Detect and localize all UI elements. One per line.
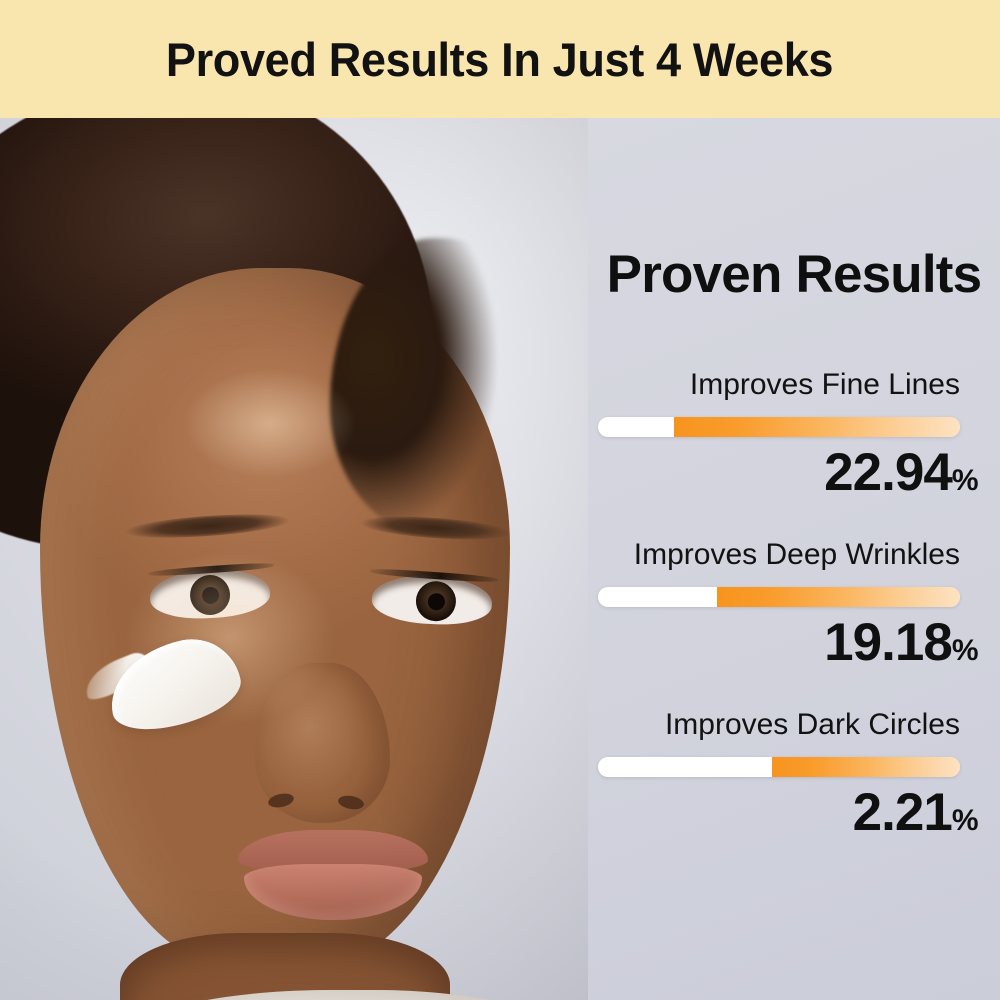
neck-shape xyxy=(120,933,450,1000)
iris-right xyxy=(414,580,457,623)
lips xyxy=(238,830,428,922)
banner-title: Proved Results In Just 4 Weeks xyxy=(166,32,834,86)
shirt-shape xyxy=(60,990,588,1000)
percent-symbol: % xyxy=(951,804,979,837)
hair-edge-shape xyxy=(330,238,540,538)
stat-label: Improves Dark Circles xyxy=(664,708,960,741)
stat-value-number: 2.21 xyxy=(852,783,953,842)
stat-label: Improves Deep Wrinkles xyxy=(633,538,960,571)
stat-item: Improves Dark Circles 2.21% xyxy=(588,708,1000,878)
stat-value-highlight: 2.21% xyxy=(848,783,983,842)
percent-symbol: % xyxy=(951,464,979,497)
stat-item: Improves Deep Wrinkles 19.18% xyxy=(588,538,1000,708)
pupil-right xyxy=(427,592,446,611)
stat-value-highlight: 22.94% xyxy=(820,443,982,502)
forehead-highlight xyxy=(150,348,390,498)
panel-title: Proven Results xyxy=(606,245,982,304)
lower-lip xyxy=(244,864,422,920)
progress-bar-fill xyxy=(771,757,960,777)
progress-bar-dark-circles xyxy=(598,757,960,777)
header-banner: Proved Results In Just 4 Weeks xyxy=(0,0,1000,118)
progress-bar-fill xyxy=(717,587,960,607)
percent-symbol: % xyxy=(951,634,979,667)
stat-label: Improves Fine Lines xyxy=(689,368,960,401)
progress-bar-deep-wrinkles xyxy=(598,587,960,607)
stat-item: Improves Fine Lines 22.94% xyxy=(588,368,1000,538)
progress-bar-fill xyxy=(674,417,960,437)
results-panel: Proven Results Improves Fine Lines 22.94… xyxy=(588,118,1000,1000)
stat-value-number: 19.18 xyxy=(824,613,953,672)
model-photo xyxy=(0,118,588,1000)
stats-list: Improves Fine Lines 22.94% Improves Deep… xyxy=(588,368,1000,878)
stat-value: 22.94% xyxy=(820,443,982,502)
progress-bar-fine-lines xyxy=(598,417,960,437)
stat-value-number: 22.94 xyxy=(824,443,953,502)
stat-value-highlight: 19.18% xyxy=(820,613,982,672)
stat-value: 2.21% xyxy=(848,783,983,842)
stat-value: 19.18% xyxy=(820,613,982,672)
